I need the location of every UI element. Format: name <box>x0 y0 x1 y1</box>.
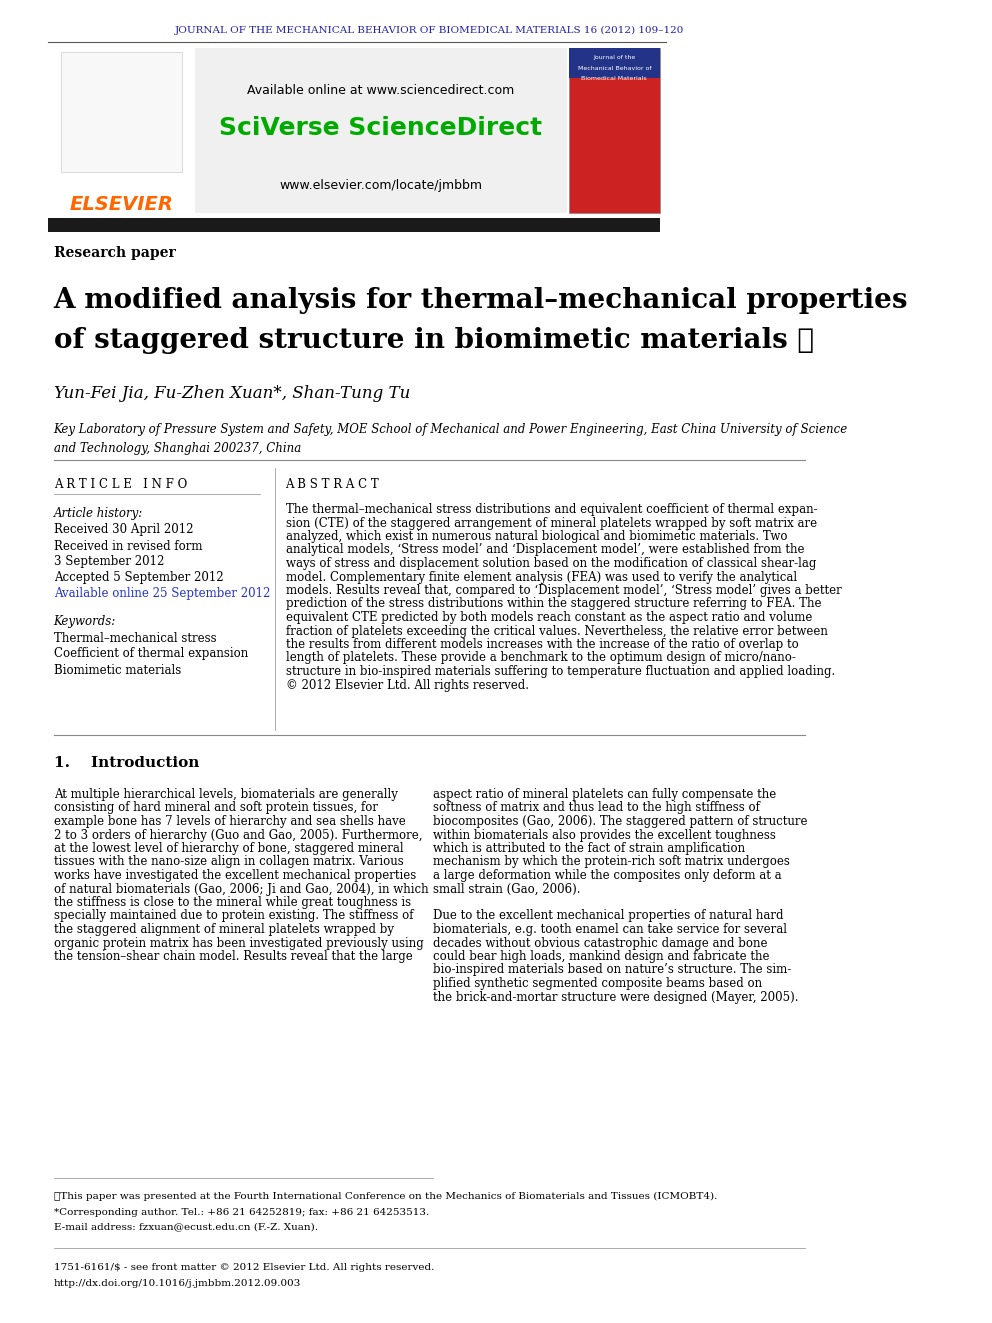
Text: 1751-6161/$ - see front matter © 2012 Elsevier Ltd. All rights reserved.: 1751-6161/$ - see front matter © 2012 El… <box>54 1263 434 1271</box>
Text: at the lowest level of hierarchy of bone, staggered mineral: at the lowest level of hierarchy of bone… <box>54 841 404 855</box>
Text: A R T I C L E   I N F O: A R T I C L E I N F O <box>54 479 186 492</box>
Text: could bear high loads, mankind design and fabricate the: could bear high loads, mankind design an… <box>433 950 769 963</box>
Bar <box>48 48 194 213</box>
Text: models. Results reveal that, compared to ‘Displacement model’, ‘Stress model’ gi: models. Results reveal that, compared to… <box>286 583 841 597</box>
Bar <box>569 48 660 213</box>
Text: decades without obvious catastrophic damage and bone: decades without obvious catastrophic dam… <box>433 937 767 950</box>
Text: Received in revised form: Received in revised form <box>54 540 202 553</box>
Text: Due to the excellent mechanical properties of natural hard: Due to the excellent mechanical properti… <box>433 909 783 922</box>
Text: www.elsevier.com/locate/jmbbm: www.elsevier.com/locate/jmbbm <box>279 179 482 192</box>
Text: length of platelets. These provide a benchmark to the optimum design of micro/na: length of platelets. These provide a ben… <box>286 651 796 664</box>
Bar <box>61 52 182 172</box>
Text: Received 30 April 2012: Received 30 April 2012 <box>54 524 193 537</box>
Text: specially maintained due to protein existing. The stiffness of: specially maintained due to protein exis… <box>54 909 413 922</box>
Text: equivalent CTE predicted by both models reach constant as the aspect ratio and v: equivalent CTE predicted by both models … <box>286 611 811 624</box>
Text: Coefficient of thermal expansion: Coefficient of thermal expansion <box>54 647 248 660</box>
Text: The thermal–mechanical stress distributions and equivalent coefficient of therma: The thermal–mechanical stress distributi… <box>286 503 817 516</box>
Text: *Corresponding author. Tel.: +86 21 64252819; fax: +86 21 64253513.: *Corresponding author. Tel.: +86 21 6425… <box>54 1208 429 1217</box>
Text: bio-inspired materials based on nature’s structure. The sim-: bio-inspired materials based on nature’s… <box>433 963 791 976</box>
Text: model. Complementary finite element analysis (FEA) was used to verify the analyt: model. Complementary finite element anal… <box>286 570 797 583</box>
Text: biocomposites (Gao, 2006). The staggered pattern of structure: biocomposites (Gao, 2006). The staggered… <box>433 815 807 828</box>
Text: Article history:: Article history: <box>54 507 143 520</box>
Text: ways of stress and displacement solution based on the modification of classical : ways of stress and displacement solution… <box>286 557 815 570</box>
Text: biomaterials, e.g. tooth enamel can take service for several: biomaterials, e.g. tooth enamel can take… <box>433 923 787 935</box>
Text: Key Laboratory of Pressure System and Safety, MOE School of Mechanical and Power: Key Laboratory of Pressure System and Sa… <box>54 423 848 455</box>
Text: works have investigated the excellent mechanical properties: works have investigated the excellent me… <box>54 869 416 882</box>
Text: Thermal–mechanical stress: Thermal–mechanical stress <box>54 631 216 644</box>
Text: example bone has 7 levels of hierarchy and sea shells have: example bone has 7 levels of hierarchy a… <box>54 815 406 828</box>
Text: softness of matrix and thus lead to the high stiffness of: softness of matrix and thus lead to the … <box>433 802 760 815</box>
Text: the stiffness is close to the mineral while great toughness is: the stiffness is close to the mineral wh… <box>54 896 411 909</box>
Text: A modified analysis for thermal–mechanical properties: A modified analysis for thermal–mechanic… <box>54 287 908 314</box>
Text: tissues with the nano-size align in collagen matrix. Various: tissues with the nano-size align in coll… <box>54 856 404 868</box>
Text: A B S T R A C T: A B S T R A C T <box>286 479 379 492</box>
Text: the staggered alignment of mineral platelets wrapped by: the staggered alignment of mineral plate… <box>54 923 394 935</box>
Text: within biomaterials also provides the excellent toughness: within biomaterials also provides the ex… <box>433 828 776 841</box>
Text: Available online 25 September 2012: Available online 25 September 2012 <box>54 587 270 601</box>
Text: fraction of platelets exceeding the critical values. Nevertheless, the relative : fraction of platelets exceeding the crit… <box>286 624 827 638</box>
Text: analyzed, which exist in numerous natural biological and biomimetic materials. T: analyzed, which exist in numerous natura… <box>286 531 787 542</box>
Text: which is attributed to the fact of strain amplification: which is attributed to the fact of strai… <box>433 841 745 855</box>
Text: small strain (Gao, 2006).: small strain (Gao, 2006). <box>433 882 580 896</box>
Text: mechanism by which the protein-rich soft matrix undergoes: mechanism by which the protein-rich soft… <box>433 856 790 868</box>
Text: sion (CTE) of the staggered arrangement of mineral platelets wrapped by soft mat: sion (CTE) of the staggered arrangement … <box>286 516 816 529</box>
Text: 2 to 3 orders of hierarchy (Guo and Gao, 2005). Furthermore,: 2 to 3 orders of hierarchy (Guo and Gao,… <box>54 828 423 841</box>
Text: Research paper: Research paper <box>54 246 176 261</box>
Text: of staggered structure in biomimetic materials ☆: of staggered structure in biomimetic mat… <box>54 327 813 353</box>
Text: Yun-Fei Jia, Fu-Zhen Xuan*, Shan-Tung Tu: Yun-Fei Jia, Fu-Zhen Xuan*, Shan-Tung Tu <box>54 385 410 401</box>
Bar <box>194 48 566 213</box>
Text: analytical models, ‘Stress model’ and ‘Displacement model’, were established fro: analytical models, ‘Stress model’ and ‘D… <box>286 544 804 557</box>
Text: Biomedical Materials: Biomedical Materials <box>581 75 647 81</box>
Text: 1.    Introduction: 1. Introduction <box>54 755 199 770</box>
Text: E-mail address: fzxuan@ecust.edu.cn (F.-Z. Xuan).: E-mail address: fzxuan@ecust.edu.cn (F.-… <box>54 1222 317 1230</box>
Text: © 2012 Elsevier Ltd. All rights reserved.: © 2012 Elsevier Ltd. All rights reserved… <box>286 679 529 692</box>
Text: 3 September 2012: 3 September 2012 <box>54 556 164 569</box>
Text: the tension–shear chain model. Results reveal that the large: the tension–shear chain model. Results r… <box>54 950 413 963</box>
Text: Journal of the: Journal of the <box>593 56 636 61</box>
Bar <box>48 218 660 232</box>
Text: consisting of hard mineral and soft protein tissues, for: consisting of hard mineral and soft prot… <box>54 802 378 815</box>
Text: Accepted 5 September 2012: Accepted 5 September 2012 <box>54 572 223 585</box>
Text: ☆This paper was presented at the Fourth International Conference on the Mechanic: ☆This paper was presented at the Fourth … <box>54 1192 717 1201</box>
Text: plified synthetic segmented composite beams based on: plified synthetic segmented composite be… <box>433 976 762 990</box>
Text: JOURNAL OF THE MECHANICAL BEHAVIOR OF BIOMEDICAL MATERIALS 16 (2012) 109–120: JOURNAL OF THE MECHANICAL BEHAVIOR OF BI… <box>175 25 683 34</box>
Text: Biomimetic materials: Biomimetic materials <box>54 664 181 676</box>
Text: structure in bio-inspired materials suffering to temperature fluctuation and app: structure in bio-inspired materials suff… <box>286 665 834 677</box>
Text: http://dx.doi.org/10.1016/j.jmbbm.2012.09.003: http://dx.doi.org/10.1016/j.jmbbm.2012.0… <box>54 1279 301 1289</box>
Text: the brick-and-mortar structure were designed (Mayer, 2005).: the brick-and-mortar structure were desi… <box>433 991 799 1004</box>
Text: prediction of the stress distributions within the staggered structure referring : prediction of the stress distributions w… <box>286 598 821 610</box>
Text: a large deformation while the composites only deform at a: a large deformation while the composites… <box>433 869 782 882</box>
Text: of natural biomaterials (Gao, 2006; Ji and Gao, 2004), in which: of natural biomaterials (Gao, 2006; Ji a… <box>54 882 429 896</box>
Text: aspect ratio of mineral platelets can fully compensate the: aspect ratio of mineral platelets can fu… <box>433 789 776 800</box>
Text: ELSEVIER: ELSEVIER <box>69 196 173 214</box>
Text: Mechanical Behavior of: Mechanical Behavior of <box>577 66 651 70</box>
Text: Available online at www.sciencedirect.com: Available online at www.sciencedirect.co… <box>247 83 514 97</box>
Text: organic protein matrix has been investigated previously using: organic protein matrix has been investig… <box>54 937 424 950</box>
Text: Keywords:: Keywords: <box>54 615 116 628</box>
Text: At multiple hierarchical levels, biomaterials are generally: At multiple hierarchical levels, biomate… <box>54 789 398 800</box>
Text: the results from different models increases with the increase of the ratio of ov: the results from different models increa… <box>286 638 799 651</box>
Bar <box>569 48 660 78</box>
Text: SciVerse ScienceDirect: SciVerse ScienceDirect <box>219 116 543 140</box>
